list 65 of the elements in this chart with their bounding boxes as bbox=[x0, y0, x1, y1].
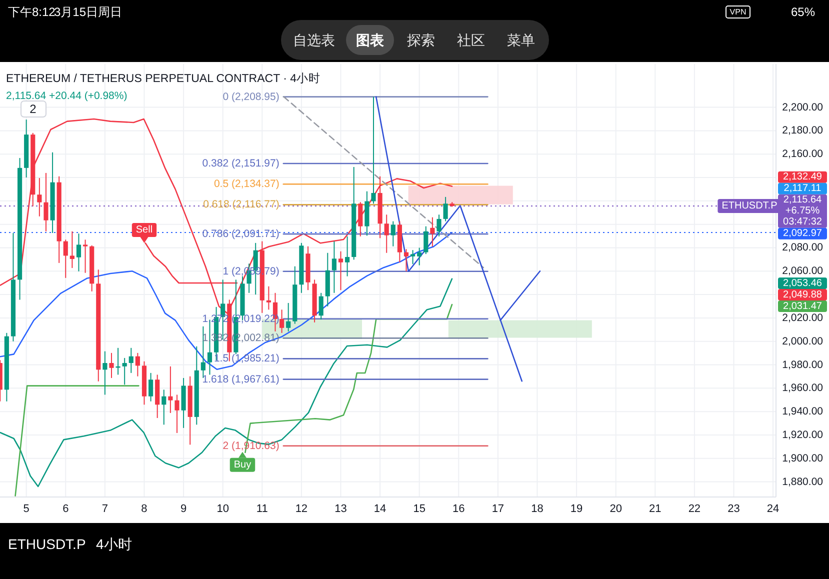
x-tick-label: 7 bbox=[102, 503, 108, 515]
x-tick-label: 22 bbox=[688, 503, 701, 515]
y-tick-label: 2,200.00 bbox=[782, 101, 823, 114]
x-tick-label: 24 bbox=[766, 503, 780, 515]
series-label: 0.5 (2,134.37) bbox=[214, 178, 280, 190]
x-tick-label: 20 bbox=[610, 503, 622, 515]
annotation: Sell bbox=[136, 224, 153, 236]
y-tick-label: 2,180.00 bbox=[782, 124, 823, 137]
x-tick-label: 23 bbox=[728, 503, 740, 515]
y-tick-label: 1,940.00 bbox=[782, 406, 823, 418]
annotation: 3月15日周日 bbox=[54, 5, 122, 19]
y-tick-label: 1,980.00 bbox=[782, 358, 823, 371]
annotation: 4小时 bbox=[96, 536, 132, 552]
y-tick-label: 2,060.00 bbox=[782, 265, 823, 278]
x-tick-label: 19 bbox=[570, 503, 583, 515]
annotation: Buy bbox=[234, 459, 252, 470]
price-tag-label: 2,115.64 bbox=[783, 194, 822, 206]
series-label: 0.382 (2,151.97) bbox=[202, 158, 280, 170]
series-label: 1.618 (1,967.61) bbox=[202, 373, 280, 386]
y-tick-label: 1,880.00 bbox=[782, 476, 823, 488]
annotation: 探索 bbox=[407, 32, 435, 48]
price-tag-label: 2,117.11 bbox=[784, 183, 822, 194]
y-tick-label: 2,000.00 bbox=[782, 335, 823, 348]
price-tag-label: +6.75% bbox=[785, 206, 820, 217]
x-tick-label: 13 bbox=[334, 503, 347, 515]
price-tag-label: 03:47:32 bbox=[783, 216, 822, 228]
series-label: 0 (2,208.95) bbox=[222, 90, 280, 103]
annotation: 图表 bbox=[356, 32, 384, 48]
y-tick-label: 1,920.00 bbox=[782, 428, 823, 441]
y-tick-label: 1,960.00 bbox=[782, 382, 823, 394]
x-tick-label: 21 bbox=[649, 503, 662, 515]
price-tag-label: 2,092.97 bbox=[783, 228, 822, 240]
x-tick-label: 17 bbox=[492, 503, 504, 515]
annotation: 自选表 bbox=[293, 32, 335, 48]
price-tag-label: 2,031.47 bbox=[783, 300, 822, 312]
annotation: ETHUSDT.P bbox=[8, 536, 86, 552]
x-tick-label: 6 bbox=[62, 503, 69, 515]
y-tick-label: 1,900.00 bbox=[782, 452, 823, 464]
x-tick-label: 5 bbox=[23, 503, 30, 515]
annotation: ETHUSDT.P bbox=[722, 200, 778, 212]
x-tick-label: 14 bbox=[374, 503, 386, 515]
x-tick-label: 18 bbox=[531, 503, 544, 515]
x-tick-label: 9 bbox=[180, 503, 187, 515]
title: ETHEREUM / TETHERUS PERPETUAL CONTRACT · 4小时 bbox=[6, 73, 321, 85]
price-tag-label: 2,053.46 bbox=[783, 278, 822, 289]
annotation: 下午8:12 bbox=[8, 5, 56, 19]
x-tick-label: 8 bbox=[141, 503, 148, 515]
y-tick-label: 2,160.00 bbox=[782, 148, 823, 160]
x-tick-label: 15 bbox=[413, 503, 426, 515]
annotation: 菜单 bbox=[507, 32, 535, 48]
x-tick-label: 16 bbox=[452, 503, 465, 515]
subtitle: 2,115.64 +20.44 (+0.98%) bbox=[6, 90, 128, 102]
annotation: 2 bbox=[30, 102, 36, 116]
price-tag-label: 2,132.49 bbox=[783, 172, 822, 183]
price-tag-label: 2,049.88 bbox=[783, 289, 822, 300]
series-label: 0.618 (2,116.77) bbox=[203, 198, 280, 211]
series-label: 0.786 (2,091.71) bbox=[202, 228, 280, 240]
x-tick-label: 11 bbox=[256, 503, 268, 515]
annotation: VPN bbox=[730, 8, 746, 16]
y-tick-label: 2,080.00 bbox=[782, 242, 823, 254]
x-tick-label: 12 bbox=[295, 503, 308, 515]
y-tick-label: 2,020.00 bbox=[782, 312, 823, 324]
x-tick-label: 10 bbox=[216, 503, 229, 515]
annotation: 社区 bbox=[457, 32, 485, 48]
annotation: 65% bbox=[790, 5, 816, 19]
